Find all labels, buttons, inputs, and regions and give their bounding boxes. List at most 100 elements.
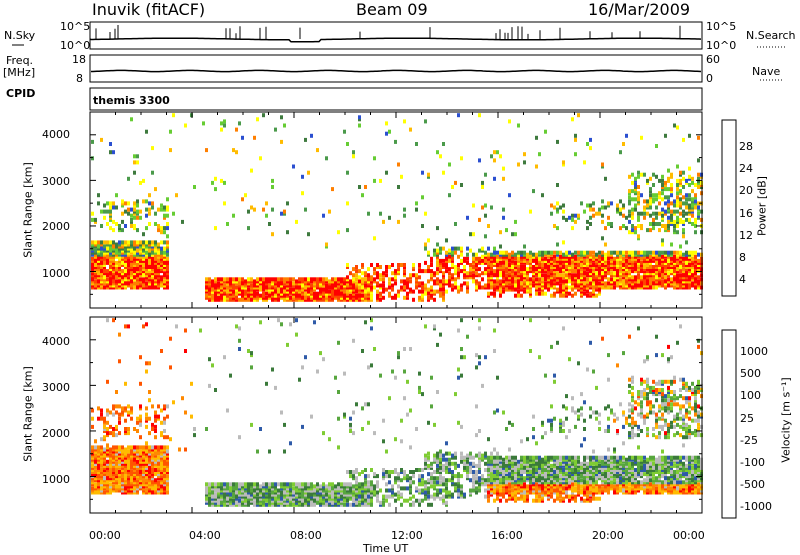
power-cell [529, 290, 532, 294]
power-cell [649, 228, 652, 232]
velocity-cell [238, 482, 241, 486]
power-cell [295, 220, 298, 224]
power-cell [694, 230, 697, 234]
power-cell [607, 267, 610, 271]
power-cell [562, 210, 565, 214]
velocity-cell [415, 468, 418, 472]
power-cell [472, 279, 475, 283]
power-cell [307, 277, 310, 281]
power-cell [589, 216, 592, 220]
power-cell [544, 251, 547, 255]
velocity-cell [151, 404, 154, 408]
power-cell [595, 294, 598, 298]
velocity-cell [385, 495, 388, 499]
power-cell [664, 275, 667, 279]
power-cell [667, 199, 670, 203]
velocity-cell [352, 484, 355, 488]
power-cell [418, 275, 421, 279]
power-cell [223, 119, 226, 123]
velocity-cell [418, 499, 421, 503]
power-cell [307, 232, 310, 236]
power-cell [520, 294, 523, 298]
velocity-cell [91, 464, 94, 468]
velocity-cell [163, 404, 166, 408]
velocity-cell [151, 445, 154, 449]
power-cell [436, 226, 439, 230]
power-cell [676, 273, 679, 277]
power-cell [322, 277, 325, 281]
power-cell [679, 269, 682, 273]
velocity-cell [268, 482, 271, 486]
power-cell [145, 226, 148, 230]
power-cell [103, 286, 106, 290]
power-cell [208, 277, 211, 281]
velocity-cell [433, 484, 436, 488]
power-cell [601, 286, 604, 290]
power-cell [643, 173, 646, 177]
velocity-cell [427, 452, 430, 456]
power-cell [277, 277, 280, 281]
power-cell [346, 275, 349, 279]
velocity-cell [265, 503, 268, 507]
power-cell [445, 251, 448, 255]
power-cell [646, 251, 649, 255]
power-cell [415, 201, 418, 205]
power-cell [127, 208, 130, 212]
power-cell [559, 255, 562, 259]
velocity-cell [391, 470, 394, 474]
power-cell [460, 269, 463, 273]
power-cell [400, 286, 403, 290]
velocity-cell [331, 482, 334, 486]
power-cell [556, 281, 559, 285]
power-cell [610, 277, 613, 281]
power-cell [460, 288, 463, 292]
velocity-cell [139, 404, 142, 408]
power-cell [166, 240, 169, 244]
power-cell [175, 193, 178, 197]
velocity-cell [409, 409, 412, 413]
power-cell [460, 247, 463, 251]
velocity-cell [169, 437, 172, 441]
power-cell [664, 251, 667, 255]
power-cell [367, 288, 370, 292]
velocity-cell [436, 489, 439, 493]
power-cell [682, 177, 685, 181]
nsky-frame [90, 22, 702, 49]
velocity-cell [115, 411, 118, 415]
power-cell [679, 245, 682, 249]
power-cell [670, 243, 673, 247]
power-cell [682, 214, 685, 218]
velocity-cell [109, 411, 112, 415]
power-cell [652, 251, 655, 255]
velocity-cell [106, 427, 109, 431]
velocity-cell [139, 415, 142, 419]
velocity-cell [343, 482, 346, 486]
power-cell [124, 224, 127, 228]
velocity-cell [154, 429, 157, 433]
power-cell [352, 150, 355, 154]
power-cell [403, 208, 406, 212]
power-cell [550, 204, 553, 208]
velocity-cell [433, 470, 436, 474]
power-cell [559, 294, 562, 298]
power-cell [118, 224, 121, 228]
power-cell [328, 290, 331, 294]
freq-frame [90, 55, 702, 82]
power-cell [454, 222, 457, 226]
power-cell [160, 204, 163, 208]
power-cell [694, 199, 697, 203]
power-cell [160, 226, 163, 230]
power-cell [616, 251, 619, 255]
power-cell [262, 208, 265, 212]
power-cell [553, 259, 556, 263]
power-cell [400, 263, 403, 267]
power-cell [427, 265, 430, 269]
power-cell [361, 271, 364, 275]
power-cell [322, 288, 325, 292]
power-cell [631, 173, 634, 177]
power-cell [106, 277, 109, 281]
power-cell [334, 277, 337, 281]
power-cell [544, 273, 547, 277]
power-cell [394, 275, 397, 279]
power-cell [619, 150, 622, 154]
